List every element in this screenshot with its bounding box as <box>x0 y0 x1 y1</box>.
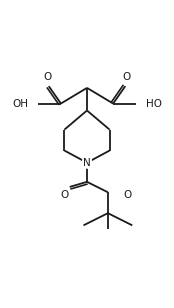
Text: HO: HO <box>146 99 162 108</box>
Text: N: N <box>83 158 91 168</box>
Text: O: O <box>123 190 131 200</box>
Text: OH: OH <box>12 99 28 108</box>
Text: O: O <box>122 71 130 82</box>
Text: O: O <box>44 71 52 82</box>
Text: O: O <box>60 190 69 200</box>
